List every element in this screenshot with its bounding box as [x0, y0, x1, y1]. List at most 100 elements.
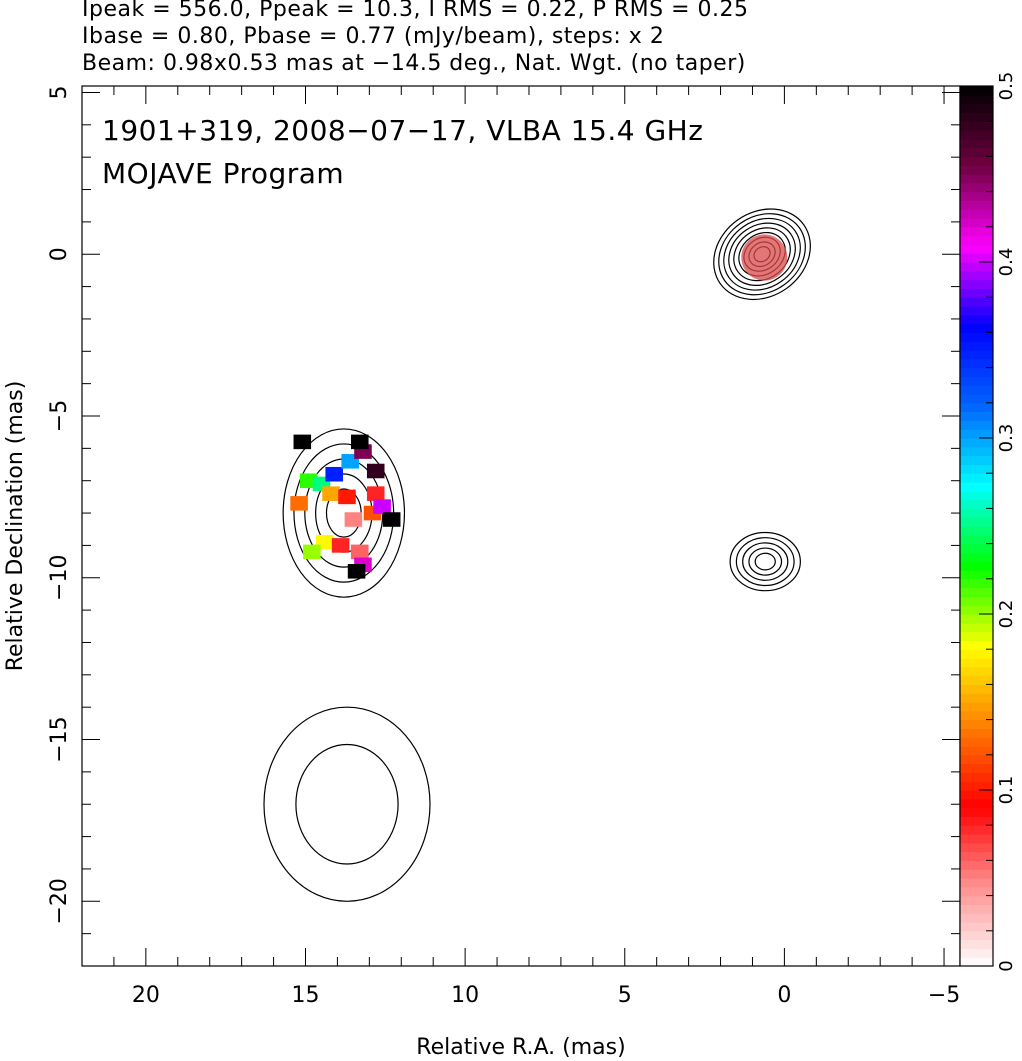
contour-level	[713, 208, 811, 301]
colorbar-band	[960, 182, 993, 193]
colorbar-band	[960, 438, 993, 448]
colorbar-band	[960, 455, 993, 465]
colorbar-band	[960, 825, 993, 835]
colorbar-band	[960, 367, 993, 377]
colorbar-band	[960, 235, 993, 245]
colorbar-band	[960, 297, 993, 307]
colorbar-band	[960, 675, 993, 685]
y-tick-label: −15	[47, 716, 72, 762]
colorbar-band	[960, 244, 993, 254]
polarization-layer	[290, 434, 401, 579]
contour-knot-9mas	[729, 531, 801, 592]
x-tick-label: 0	[777, 983, 791, 1008]
colorbar-band	[960, 798, 993, 809]
x-axis-label: Relative R.A. (mas)	[416, 1035, 625, 1060]
colorbar-band	[960, 446, 993, 457]
colorbar-band	[960, 103, 993, 113]
y-tick-label: −5	[47, 400, 72, 432]
colorbar-tick-label: 0.1	[996, 776, 1017, 805]
contour-level	[742, 542, 789, 581]
colorbar-band	[960, 649, 993, 659]
colorbar-band	[960, 816, 993, 826]
colorbar-band	[960, 517, 993, 527]
colorbar-band	[960, 543, 993, 553]
plot-frame	[81, 85, 961, 967]
colorbar-band	[960, 138, 993, 149]
colorbar-band	[960, 130, 993, 140]
colorbar-band	[960, 218, 993, 228]
colorbar-band	[960, 112, 993, 122]
x-tick-label: −5	[928, 983, 960, 1008]
contour-level	[735, 537, 795, 587]
polarization-patch	[303, 544, 321, 560]
colorbar-band	[960, 288, 993, 298]
colorbar-band	[960, 878, 993, 888]
polarization-patch	[350, 544, 369, 560]
polarization-patch	[350, 434, 369, 450]
colorbar-band	[960, 737, 993, 747]
colorbar-band	[960, 323, 993, 333]
colorbar-band	[960, 860, 993, 870]
colorbar-band	[960, 174, 993, 184]
colorbar-band	[960, 429, 993, 439]
colorbar-band	[960, 948, 993, 958]
colorbar-band	[960, 402, 993, 413]
colorbar-band	[960, 834, 993, 844]
polarization-patch	[322, 486, 340, 501]
colorbar-band	[960, 957, 993, 967]
x-tick-label: 10	[451, 983, 479, 1008]
polarization-patch	[331, 538, 350, 553]
colorbar-tick-label: 0.4	[996, 248, 1017, 277]
colorbar-band	[960, 702, 993, 712]
colorbar-band	[960, 578, 993, 589]
colorbar-band	[960, 605, 993, 615]
colorbar-band	[960, 631, 993, 641]
x-tick-label: 5	[618, 983, 632, 1008]
colorbar-band	[960, 270, 993, 281]
header-line-3: Beam: 0.98x0.53 mas at −14.5 deg., Nat. …	[82, 51, 746, 76]
y-tick-label: 0	[47, 247, 72, 261]
colorbar-band	[960, 279, 993, 289]
colorbar-band	[960, 394, 993, 404]
colorbar-band	[960, 869, 993, 879]
polarization-patch	[373, 499, 391, 514]
colorbar-band	[960, 693, 993, 703]
colorbar-band	[960, 358, 993, 369]
colorbar-band	[960, 482, 993, 492]
colorbar-band	[960, 341, 993, 351]
colorbar-band	[960, 895, 993, 905]
colorbar-band	[960, 842, 993, 853]
colorbar-band	[960, 666, 993, 677]
colorbar-tick-label: 0	[996, 960, 1017, 971]
colorbar-band	[960, 350, 993, 360]
contour-level	[754, 552, 776, 571]
colorbar-band	[960, 411, 993, 421]
colorbar-band	[960, 552, 993, 562]
colorbar-band	[960, 763, 993, 773]
colorbar-band	[960, 807, 993, 817]
inset-title-line-2: MOJAVE Program	[102, 157, 344, 190]
colorbar-band	[960, 728, 993, 738]
colorbar-band	[960, 851, 993, 861]
colorbar-band	[960, 499, 993, 509]
polarization-patch	[293, 434, 312, 450]
colorbar-band	[960, 719, 993, 729]
axis-ticks	[81, 86, 960, 967]
contour-level	[295, 743, 399, 865]
colorbar-band	[960, 622, 993, 633]
colorbar-band	[960, 640, 993, 650]
colorbar-band	[960, 464, 993, 474]
polarization-patch	[347, 564, 366, 579]
colorbar-band	[960, 746, 993, 756]
polarization-patch	[366, 486, 385, 501]
colorbar-band	[960, 508, 993, 518]
colorbar-band	[960, 754, 993, 765]
colorbar-band	[960, 710, 993, 721]
colorbar-band	[960, 209, 993, 219]
colorbar-band	[960, 614, 993, 624]
colorbar-band	[960, 570, 993, 580]
colorbar-band	[960, 561, 993, 571]
colorbar-band	[960, 94, 993, 105]
colorbar-band	[960, 587, 993, 597]
colorbar-band	[960, 526, 993, 536]
